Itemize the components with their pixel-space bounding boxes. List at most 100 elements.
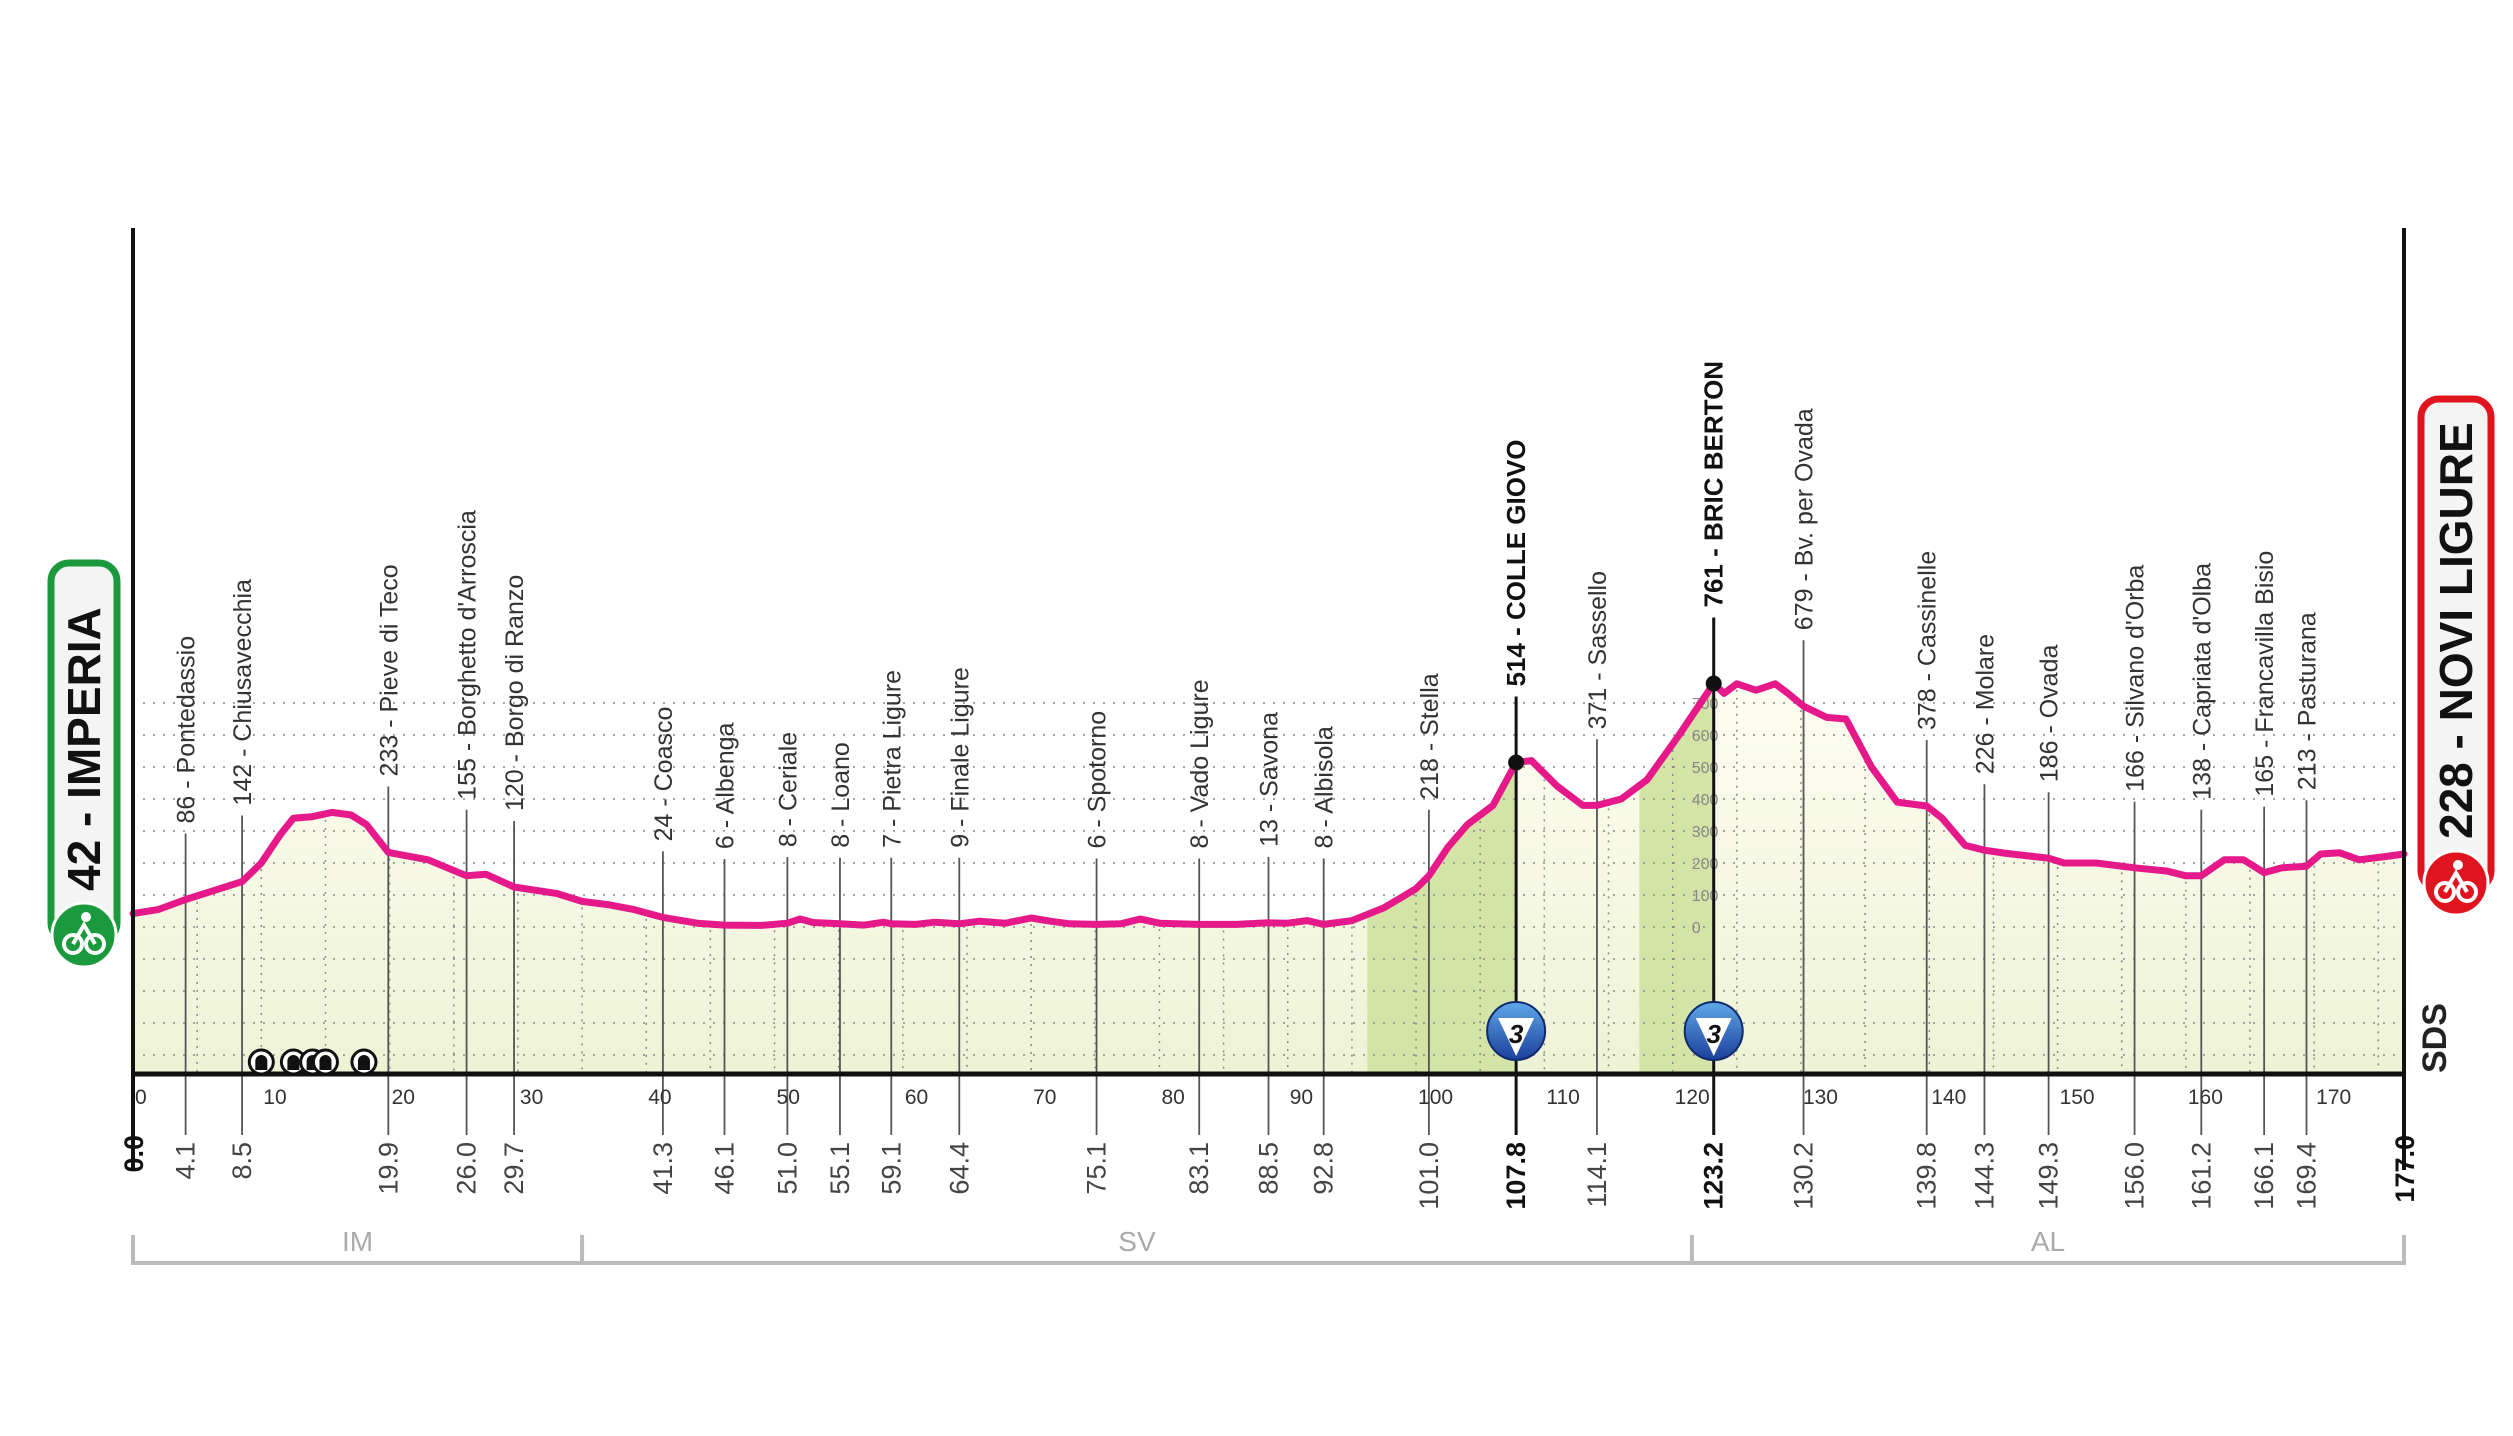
x-tick-label: 0 bbox=[135, 1086, 147, 1109]
start-box: 42 - IMPERIA bbox=[47, 559, 121, 969]
category-number: 3 bbox=[1509, 1019, 1524, 1049]
elevation-scale-label: 400 bbox=[1692, 792, 1719, 809]
category-3-climb-icon: 3 bbox=[1683, 1001, 1744, 1061]
x-tick-label: 170 bbox=[2316, 1086, 2351, 1109]
waypoint-label: 371 - Sassello bbox=[1584, 571, 1612, 729]
province-label: SV bbox=[1118, 1226, 1156, 1257]
waypoint-km-label: 161.2 bbox=[2186, 1142, 2216, 1210]
x-tick-label: 30 bbox=[520, 1086, 543, 1109]
waypoint-label: 213 - Pasturana bbox=[2293, 612, 2321, 790]
elevation-scale-label: 500 bbox=[1692, 760, 1719, 777]
category-3-climb-icon: 3 bbox=[1486, 1001, 1547, 1061]
sds-logo: SDS bbox=[2416, 1003, 2454, 1073]
waypoint-label: 24 - Coasco bbox=[650, 707, 678, 842]
waypoint-label: 8 - Ceriale bbox=[774, 732, 802, 847]
x-tick-label: 150 bbox=[2060, 1086, 2095, 1109]
cyclist-icon-body bbox=[71, 921, 97, 946]
tunnel-icon-arch bbox=[287, 1055, 300, 1070]
elevation-profile-line bbox=[129, 680, 2408, 929]
waypoint-km-label: 144.3 bbox=[1969, 1142, 1999, 1210]
waypoint-km-label: 83.1 bbox=[1184, 1142, 1214, 1195]
climb-section-shade bbox=[1639, 683, 1714, 1074]
waypoint-km-label: 8.5 bbox=[227, 1142, 257, 1180]
waypoint-km-label: 149.3 bbox=[2034, 1142, 2064, 1210]
waypoint-label: 7 - Pietra Ligure bbox=[878, 670, 906, 848]
x-tick-label: 130 bbox=[1803, 1086, 1838, 1109]
waypoint-label: 6 - Albenga bbox=[711, 722, 739, 849]
waypoint-km-label: 166.1 bbox=[2249, 1142, 2279, 1210]
x-tick-label: 40 bbox=[648, 1086, 671, 1109]
category-badge-triangle bbox=[1695, 1018, 1732, 1056]
start-label: 42 - IMPERIA bbox=[58, 607, 110, 891]
tunnel-icon-arch bbox=[255, 1055, 268, 1070]
waypoint-km-label: 107.8 bbox=[1501, 1142, 1531, 1210]
waypoint-label: 378 - Cassinelle bbox=[1914, 551, 1942, 730]
waypoint-km-label: 29.7 bbox=[499, 1142, 529, 1195]
province-label: AL bbox=[2031, 1226, 2065, 1257]
x-tick-label: 80 bbox=[1161, 1086, 1184, 1109]
climb-section-shade bbox=[1367, 762, 1517, 1074]
waypoint-label: 8 - Loano bbox=[827, 742, 855, 848]
category-badge-triangle bbox=[1498, 1018, 1535, 1056]
cyclist-icon-head bbox=[81, 912, 91, 922]
x-tick-label: 50 bbox=[777, 1086, 800, 1109]
waypoint-km-label: 130.2 bbox=[1789, 1142, 1819, 1210]
waypoint-label: 86 - Pontedassio bbox=[173, 636, 201, 824]
waypoint-km-label: 114.1 bbox=[1582, 1142, 1612, 1208]
elevation-scale-label: 100 bbox=[1692, 888, 1719, 905]
x-tick-label: 10 bbox=[263, 1086, 286, 1109]
summit-marker bbox=[1705, 675, 1722, 692]
x-tick-label: 120 bbox=[1675, 1086, 1710, 1109]
waypoint-km-label: 75.1 bbox=[1082, 1142, 1112, 1195]
waypoint-label: 186 - Ovada bbox=[2036, 645, 2064, 783]
elevation-scale-label: 0 bbox=[1692, 920, 1701, 937]
tunnel-icon bbox=[279, 1048, 307, 1076]
cyclist-icon-body bbox=[2443, 869, 2469, 894]
x-tick-label: 70 bbox=[1033, 1086, 1056, 1109]
waypoint-label: 13 - Savona bbox=[1256, 712, 1284, 847]
waypoint-label: 226 - Molare bbox=[1971, 634, 1999, 774]
elevation-scale-label: 200 bbox=[1692, 856, 1719, 873]
waypoint-km-label: 46.1 bbox=[709, 1142, 739, 1195]
cyclist-icon-wheel bbox=[2434, 881, 2456, 903]
finish-km-label: 177.0 bbox=[2390, 1135, 2420, 1203]
x-tick-label: 90 bbox=[1290, 1086, 1313, 1109]
x-tick-label: 60 bbox=[905, 1086, 928, 1109]
waypoint-km-label: 64.4 bbox=[944, 1142, 974, 1195]
waypoint-label: 166 - Silvano d'Orba bbox=[2122, 565, 2150, 792]
category-number: 3 bbox=[1706, 1019, 1721, 1049]
tunnel-icon-arch bbox=[357, 1055, 370, 1070]
waypoint-label: 6 - Spotorno bbox=[1084, 711, 1112, 849]
waypoint-label: 233 - Pieve di Teco bbox=[375, 564, 403, 776]
cyclist-icon-head bbox=[2453, 860, 2463, 870]
tunnel-icon-arch bbox=[319, 1055, 332, 1070]
waypoint-km-label: 139.8 bbox=[1912, 1142, 1942, 1210]
profile-area bbox=[133, 683, 2404, 1074]
start-km-label: 0.0 bbox=[119, 1135, 149, 1173]
x-tick-label: 20 bbox=[392, 1086, 415, 1109]
climb-label: 761 - BRIC BERTON bbox=[1699, 361, 1729, 608]
tunnel-icon bbox=[311, 1048, 339, 1076]
climb-label: 514 - COLLE GIOVO bbox=[1501, 439, 1531, 686]
waypoint-label: 138 - Capriata d'Olba bbox=[2188, 563, 2216, 800]
tunnel-icon bbox=[247, 1048, 275, 1076]
waypoint-km-label: 169.4 bbox=[2291, 1142, 2321, 1210]
finish-label: 228 - NOVI LIGURE bbox=[2430, 422, 2482, 839]
waypoint-label: 155 - Borghetto d'Arroscia bbox=[454, 510, 482, 800]
waypoint-label: 8 - Vado Ligure bbox=[1186, 679, 1214, 848]
tunnel-icon bbox=[350, 1048, 378, 1076]
waypoint-km-label: 156.0 bbox=[2120, 1142, 2150, 1210]
waypoint-km-label: 4.1 bbox=[171, 1142, 201, 1180]
x-tick-label: 110 bbox=[1546, 1086, 1579, 1109]
waypoint-km-label: 59.1 bbox=[876, 1142, 906, 1195]
summit-marker bbox=[1508, 754, 1525, 771]
finish-box: 228 - NOVI LIGURE bbox=[2417, 395, 2495, 917]
elevation-scale-label: 300 bbox=[1692, 824, 1719, 841]
waypoint-km-label: 123.2 bbox=[1699, 1142, 1729, 1210]
waypoint-km-label: 55.1 bbox=[825, 1142, 855, 1195]
cyclist-icon-wheel bbox=[62, 933, 84, 955]
cyclist-icon-wheel bbox=[84, 933, 106, 955]
province-label: IM bbox=[342, 1226, 373, 1257]
cyclist-icon-wheel bbox=[2456, 881, 2478, 903]
